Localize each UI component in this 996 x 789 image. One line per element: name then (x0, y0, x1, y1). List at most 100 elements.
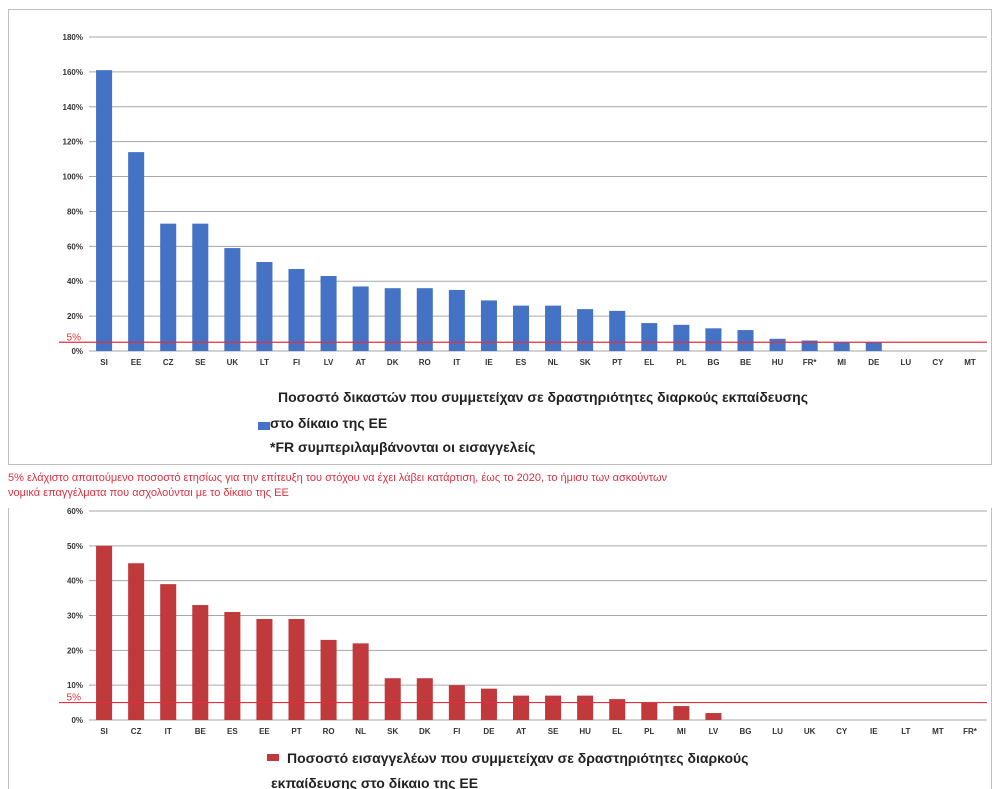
x-tick-label: SK (387, 727, 398, 736)
y-tick-label: 120% (63, 138, 83, 147)
bar (545, 305, 562, 351)
x-tick-label: FI (293, 358, 300, 367)
bar (384, 288, 401, 351)
x-tick-label: IE (870, 727, 878, 736)
x-tick-label: PT (612, 358, 622, 367)
x-tick-label: UK (227, 358, 239, 367)
x-tick-label: LV (324, 358, 334, 367)
bar (320, 639, 337, 720)
bar (737, 330, 754, 351)
bar (416, 678, 433, 720)
x-tick-label: SE (548, 727, 559, 736)
x-tick-label: RO (419, 358, 431, 367)
minimum-note-line-1: 5% ελάχιστο απαιτούμενο ποσοστό ετησίως … (8, 472, 668, 484)
y-tick-label: 40% (67, 277, 83, 286)
y-tick-label: 180% (63, 33, 83, 42)
bar (384, 678, 401, 720)
x-tick-label: MI (837, 358, 846, 367)
x-tick-label: EL (644, 358, 654, 367)
x-tick-label: FR* (803, 358, 818, 367)
x-tick-label: NL (355, 727, 366, 736)
minimum-note-line-2: νομικά επαγγέλματα που ασχολούνται με το… (8, 487, 289, 499)
x-tick-label: HU (579, 727, 591, 736)
x-tick-label: DE (483, 727, 495, 736)
x-tick-label: IE (485, 358, 493, 367)
reference-line-label: 5% (67, 332, 82, 343)
x-tick-label: HU (772, 358, 784, 367)
bar (192, 223, 209, 351)
bar (128, 152, 145, 351)
bar (577, 695, 594, 720)
bar (673, 706, 690, 720)
bar (609, 699, 626, 720)
x-tick-label: UK (804, 727, 816, 736)
x-tick-label: IT (453, 358, 460, 367)
x-tick-label: PL (644, 727, 654, 736)
x-tick-label: DK (387, 358, 399, 367)
y-tick-label: 0% (71, 347, 83, 356)
bar (416, 288, 433, 351)
bar (256, 262, 273, 351)
x-tick-label: EE (131, 358, 142, 367)
x-tick-label: FI (453, 727, 460, 736)
x-tick-label: PT (291, 727, 301, 736)
bar (256, 618, 273, 720)
bar (769, 338, 786, 351)
bar (224, 248, 241, 351)
bar (512, 305, 530, 351)
legend-label: Ποσοστό εισαγγελέων που συμμετείχαν σε δ… (287, 750, 748, 766)
legend-label: Ποσοστό δικαστών που συμμετείχαν σε δρασ… (278, 389, 808, 405)
x-tick-label: DE (868, 358, 880, 367)
bar (705, 328, 722, 351)
x-tick-label: ES (516, 358, 527, 367)
bar (545, 695, 562, 720)
bar (865, 342, 882, 351)
x-tick-label: SE (195, 358, 206, 367)
legend-swatch (267, 754, 279, 761)
y-tick-label: 10% (67, 681, 83, 690)
bar (480, 300, 497, 351)
x-tick-label: CY (932, 358, 944, 367)
bar (96, 545, 113, 720)
x-tick-label: NL (548, 358, 559, 367)
x-tick-label: EE (259, 727, 270, 736)
bar (352, 286, 369, 351)
x-tick-label: CZ (131, 727, 142, 736)
x-tick-label: LT (901, 727, 910, 736)
bar (288, 269, 305, 351)
x-tick-label: LV (709, 727, 719, 736)
bar (96, 70, 113, 351)
bar (224, 612, 241, 720)
x-tick-label: AT (516, 727, 526, 736)
x-tick-label: BE (740, 358, 752, 367)
y-tick-label: 20% (67, 312, 83, 321)
x-tick-label: IT (165, 727, 172, 736)
bar (480, 688, 497, 720)
bar (352, 643, 369, 720)
y-tick-label: 50% (67, 542, 83, 551)
x-tick-label: EL (612, 727, 622, 736)
y-tick-label: 100% (63, 173, 83, 182)
x-tick-label: BG (707, 358, 719, 367)
x-tick-label: RO (323, 727, 335, 736)
x-tick-label: LU (772, 727, 783, 736)
bar (160, 584, 177, 720)
y-tick-label: 140% (63, 103, 83, 112)
x-tick-label: CZ (163, 358, 174, 367)
prosecutors-chart-frame: 0% 10% 20% 30% 40% 50% 60% SI CZ IT BE ES EE PT RO NL SK… (8, 508, 992, 789)
y-tick-label: 60% (67, 242, 83, 251)
bar (288, 618, 305, 720)
bar (641, 323, 658, 351)
reference-line-label: 5% (67, 693, 82, 704)
bar (705, 713, 722, 720)
x-tick-label: BE (195, 727, 207, 736)
x-tick-label: LU (901, 358, 912, 367)
x-tick-label: DK (419, 727, 431, 736)
legend-swatch (258, 422, 270, 430)
bar (320, 275, 337, 351)
bar (128, 563, 145, 720)
x-tick-label: SK (580, 358, 591, 367)
x-tick-label: MT (932, 727, 944, 736)
bar (160, 223, 177, 351)
x-tick-label: BG (740, 727, 752, 736)
